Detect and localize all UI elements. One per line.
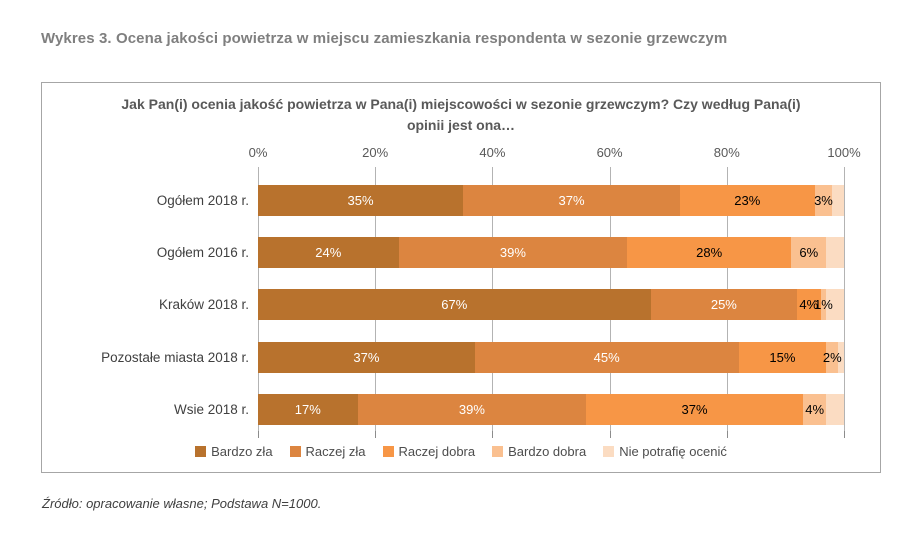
legend-swatch-icon <box>195 445 207 457</box>
bar-segment-value: 15% <box>769 350 796 365</box>
bar-segment <box>826 394 844 425</box>
legend-label: Bardzo zła <box>211 443 273 459</box>
bar-segment: 39% <box>357 394 587 425</box>
x-axis-tick-label: 80% <box>713 145 740 160</box>
bar-segment: 24% <box>258 237 399 268</box>
legend-label: Bardzo dobra <box>508 443 587 459</box>
legend-item: Bardzo dobra <box>492 444 586 459</box>
bar-segment: 4% <box>802 394 827 425</box>
axis-tick-mark <box>844 431 845 438</box>
bar-segment <box>832 185 844 216</box>
category-label: Ogółem 2016 r. <box>156 245 249 260</box>
bar-segment-value: 37% <box>353 350 380 365</box>
axis-tick-mark <box>375 431 377 438</box>
bar-row: Ogółem 2018 r. 35% 37% 23% 3% <box>157 185 844 216</box>
bar-stack: 37% 45% 15% 2% <box>258 342 844 373</box>
source-note: Źródło: opracowanie własne; Podstawa N=1… <box>42 496 322 511</box>
page-title: Wykres 3. Ocena jakości powietrza w miej… <box>41 30 728 47</box>
bar-segment-value: 6% <box>799 245 819 260</box>
axis-tick-mark <box>609 431 611 438</box>
category-label: Pozostałe miasta 2018 r. <box>101 350 249 365</box>
bar-segment-value: 35% <box>347 193 374 208</box>
bar-segment-value: 4% <box>799 297 819 312</box>
bar-segment: 37% <box>463 185 680 216</box>
bar-row: Wsie 2018 r. 17% 39% 37% 4% <box>174 394 844 425</box>
bar-segment-value: 39% <box>499 245 526 260</box>
bar-segment: 23% <box>679 185 815 216</box>
bar-segment-value: 17% <box>294 402 321 417</box>
bar-stack: 67% 25% 4% 1% <box>258 289 844 320</box>
bar-segment-value: 2% <box>822 350 842 365</box>
bar-segment: 37% <box>586 394 803 425</box>
chart-frame: Jak Pan(i) ocenia jakość powietrza w Pan… <box>41 82 881 473</box>
bar-segment: 37% <box>258 342 475 373</box>
bar-segment-value: 28% <box>696 245 723 260</box>
bar-segment-value: 39% <box>458 402 485 417</box>
bar-row: Ogółem 2016 r. 24% 39% 28% 6% <box>157 237 844 268</box>
legend-label: Nie potrafię ocenić <box>619 443 727 459</box>
bar-segment: 4% <box>797 289 821 320</box>
legend-item: Bardzo zła <box>195 443 273 459</box>
bar-segment: 45% <box>474 342 739 373</box>
bar-segment-value: 25% <box>710 297 737 312</box>
legend-item: Nie potrafię ocenić <box>603 444 727 459</box>
x-axis-labels: 0% 20% 40% 60% 80% 100% <box>249 145 861 163</box>
x-axis-tick-label: 100% <box>827 145 861 160</box>
x-axis-tick-label: 0% <box>248 145 268 160</box>
bar-row: Kraków 2018 r. 67% 25% 4% 1% <box>159 289 844 320</box>
bar-segment: 6% <box>791 237 827 268</box>
bar-segment-value: 67% <box>441 297 468 312</box>
legend-label: Raczej dobra <box>398 443 476 459</box>
bar-row: Pozostałe miasta 2018 r. 37% 45% 15% 2% <box>101 342 844 373</box>
category-label: Wsie 2018 r. <box>173 402 249 417</box>
bar-segment-value: 23% <box>734 193 761 208</box>
bar-stack: 24% 39% 28% 6% <box>258 237 844 268</box>
legend-item: Raczej dobra <box>382 443 476 459</box>
category-label: Ogółem 2018 r. <box>156 193 249 208</box>
bar-segment: 67% <box>258 289 651 320</box>
bar-segment-value: 37% <box>558 193 585 208</box>
bar-segment-value: 1% <box>814 297 833 312</box>
axis-tick-mark <box>258 431 259 438</box>
bar-segment-value: 37% <box>681 402 708 417</box>
plot-area: Ogółem 2018 r. 35% 37% 23% 3% Ogółem 2016 r. 2… <box>101 167 845 431</box>
bar-segment-value: 45% <box>593 350 620 365</box>
x-axis-tick-marks <box>258 431 845 438</box>
bar-segment <box>826 289 844 320</box>
x-axis-tick-label: 40% <box>479 145 506 160</box>
chart-legend: Bardzo zła Raczej zła Raczej dobra Bardzo d… <box>42 441 880 461</box>
legend-swatch-icon <box>382 445 394 457</box>
legend-swatch-icon <box>603 445 615 457</box>
x-axis-tick-label: 60% <box>596 145 623 160</box>
category-label: Kraków 2018 r. <box>158 297 249 312</box>
bar-segment-value: 4% <box>805 402 825 417</box>
x-axis-tick-label: 20% <box>362 145 389 160</box>
bar-segment: 2% <box>823 342 842 373</box>
bar-segment: 1% <box>814 289 833 320</box>
bar-segment: 15% <box>738 342 827 373</box>
bar-stack: 35% 37% 23% 3% <box>258 185 844 216</box>
bar-segment: 35% <box>258 185 464 216</box>
bar-segment: 25% <box>650 289 798 320</box>
axis-tick-mark <box>492 431 494 438</box>
bar-segment: 39% <box>398 237 628 268</box>
legend-label: Raczej zła <box>305 443 366 459</box>
legend-swatch-icon <box>289 445 301 457</box>
bar-segment: 28% <box>627 237 792 268</box>
chart-title: Jak Pan(i) ocenia jakość powietrza w Pan… <box>121 96 801 133</box>
bar-segment: 3% <box>814 185 833 216</box>
bar-segment <box>838 342 844 373</box>
legend-item: Raczej zła <box>289 443 366 459</box>
bar-segment-value: 24% <box>315 245 342 260</box>
bar-stack: 17% 39% 37% 4% <box>258 394 844 425</box>
bar-segment <box>826 237 844 268</box>
axis-tick-mark <box>726 431 728 438</box>
bar-segment: 17% <box>258 394 358 425</box>
legend-swatch-icon <box>492 445 504 457</box>
bar-segment-value: 3% <box>814 193 833 208</box>
gridline <box>844 167 845 431</box>
